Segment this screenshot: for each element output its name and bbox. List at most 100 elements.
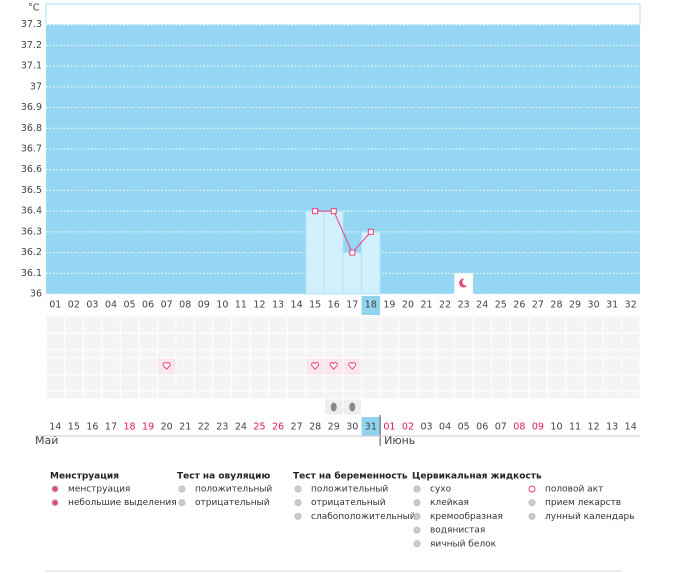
cell	[102, 333, 120, 350]
cell	[547, 391, 566, 399]
cell	[120, 391, 139, 399]
heart-icon	[311, 362, 320, 370]
cell	[250, 333, 269, 350]
legend-icon	[413, 512, 421, 520]
cell	[603, 316, 621, 333]
date-label: 03	[420, 422, 432, 433]
cell	[584, 316, 603, 333]
point	[367, 228, 374, 235]
cell	[492, 316, 510, 333]
cell	[454, 316, 473, 333]
cell	[510, 391, 529, 399]
legend-icon	[178, 485, 186, 493]
cell	[102, 350, 120, 358]
cell	[529, 350, 547, 358]
cell	[473, 358, 491, 375]
cell	[566, 333, 584, 350]
legend-item: менструация	[68, 485, 130, 495]
cell	[362, 316, 380, 333]
legend-item: клейкая	[430, 498, 469, 508]
legend-title: Тест на овуляцию	[177, 472, 270, 482]
y-tick-label: 36.9	[21, 102, 42, 113]
point	[349, 249, 356, 256]
x-tick-label: 28	[550, 300, 562, 311]
cell	[157, 375, 176, 391]
cell	[287, 350, 306, 358]
cell	[380, 350, 399, 358]
x-tick-label: 10	[216, 300, 228, 311]
egg-white-icon	[349, 402, 356, 412]
date-label: 25	[253, 422, 265, 433]
cell	[269, 391, 287, 399]
cell	[362, 375, 380, 391]
cell	[120, 358, 139, 375]
cell	[157, 391, 176, 399]
cell	[529, 333, 547, 350]
x-tick-label: 16	[328, 300, 340, 311]
x-tick-label: 32	[625, 300, 637, 311]
legend-icon	[413, 485, 421, 493]
legend-title: Цервикальная жидкость	[412, 472, 542, 482]
date-label: 11	[569, 422, 581, 433]
cell	[547, 375, 566, 391]
cell	[157, 350, 176, 358]
cell	[213, 316, 232, 333]
cell	[454, 375, 473, 391]
cell	[399, 391, 417, 399]
cell	[621, 350, 640, 358]
legend-item: половой акт	[545, 485, 603, 495]
date-label: 27	[291, 422, 303, 433]
cell	[83, 316, 102, 333]
cell	[232, 316, 250, 333]
cell	[454, 391, 473, 399]
y-tick-label: 36.3	[21, 226, 42, 237]
x-tick-label: 01	[49, 300, 61, 311]
cell	[529, 375, 547, 391]
cell	[287, 333, 306, 350]
heart-icon	[162, 362, 171, 370]
y-axis-label: °C	[28, 3, 40, 14]
x-tick-label: 31	[606, 300, 618, 311]
cell	[621, 375, 640, 391]
x-tick-label: 12	[253, 300, 265, 311]
x-tick-label: 08	[179, 300, 191, 311]
cell	[139, 358, 157, 375]
cell	[603, 375, 621, 391]
cell	[139, 375, 157, 391]
month-label: Июнь	[384, 434, 415, 447]
cell	[436, 358, 454, 375]
x-tick-label: 19	[383, 300, 395, 311]
cell	[510, 350, 529, 358]
cell	[324, 350, 343, 358]
heart-icon	[348, 362, 357, 370]
cell	[343, 375, 362, 391]
date-label: 13	[606, 422, 618, 433]
cell	[250, 316, 269, 333]
cell	[232, 350, 250, 358]
cell	[399, 375, 417, 391]
cell	[603, 391, 621, 399]
cell	[176, 391, 194, 399]
cell	[269, 358, 287, 375]
cell	[306, 375, 324, 391]
cell	[566, 350, 584, 358]
legend-item: положительный	[311, 485, 388, 495]
legend-icon	[294, 512, 302, 520]
legend-icon	[528, 512, 536, 520]
x-tick-label: 14	[291, 300, 303, 311]
cell	[46, 358, 65, 375]
cell	[324, 375, 343, 391]
legend-title: Менструация	[50, 472, 119, 482]
cell	[454, 358, 473, 375]
y-tick-label: 36.8	[21, 123, 42, 134]
legend-item: кремообразная	[430, 512, 503, 522]
cell	[380, 375, 399, 391]
cell	[65, 333, 83, 350]
legend-item: слабоположительный	[311, 512, 416, 522]
cell	[46, 333, 65, 350]
cell	[120, 350, 139, 358]
cell	[83, 358, 102, 375]
cell	[250, 375, 269, 391]
legend-icon	[413, 499, 421, 507]
x-tick-label: 27	[532, 300, 544, 311]
